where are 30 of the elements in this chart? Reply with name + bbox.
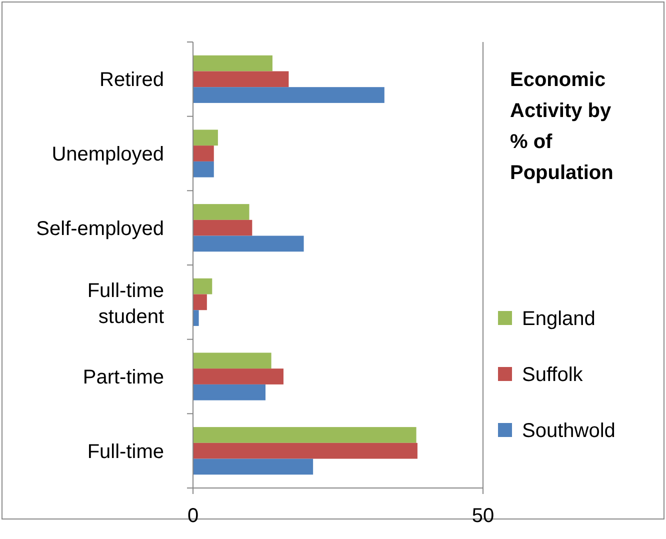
bar <box>193 204 250 220</box>
bar <box>193 161 214 178</box>
bar <box>193 87 384 103</box>
x-tick-label: 50 <box>472 505 494 527</box>
bar <box>193 458 314 475</box>
bar <box>193 310 199 326</box>
bar <box>193 130 218 146</box>
bar <box>193 442 418 459</box>
x-tick-label: 0 <box>187 505 199 527</box>
bar <box>193 220 252 236</box>
bar <box>193 236 304 252</box>
legend-label: Southwold <box>522 420 616 442</box>
bar <box>193 384 266 400</box>
y-tick-label: Unemployed <box>52 144 164 166</box>
text: Economic Activity by % of Population <box>510 69 614 184</box>
bar <box>193 278 212 294</box>
y-tick-label: Retired <box>100 69 164 92</box>
y-tick-label: Full-time <box>87 440 164 463</box>
y-tick-label: Self-employed <box>36 218 164 240</box>
bar <box>193 55 272 72</box>
bar <box>193 427 416 443</box>
bar <box>193 294 207 310</box>
bar <box>193 146 214 162</box>
y-tick-label: Part-time <box>82 366 164 388</box>
y-tick-label: Full-time student <box>87 280 164 328</box>
legend-label: Suffolk <box>522 364 584 386</box>
legend-label: England <box>522 308 596 330</box>
bar <box>193 368 284 384</box>
bar <box>193 352 272 369</box>
bar <box>193 71 289 88</box>
